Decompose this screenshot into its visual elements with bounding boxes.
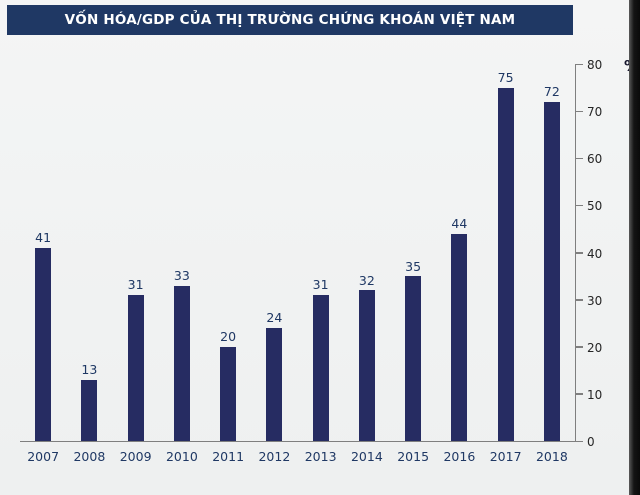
y-tick-mark — [575, 299, 583, 301]
bar — [451, 233, 468, 441]
bar-value-label: 31 — [127, 277, 144, 293]
y-tick-mark — [575, 157, 583, 160]
y-tick-mark — [575, 63, 583, 65]
x-tick-label: 2014 — [350, 449, 383, 464]
x-tick-label: 2010 — [165, 449, 198, 464]
x-tick-label: 2013 — [304, 449, 337, 464]
right-border-strip — [629, 0, 640, 495]
y-tick-mark — [575, 440, 583, 442]
bar-group-2017: 75 — [483, 64, 529, 441]
bar-value-label: 20 — [220, 329, 237, 345]
x-tick-label: 2008 — [73, 449, 106, 464]
bar-group-2015: 35 — [390, 64, 436, 441]
bar — [405, 276, 422, 441]
bar-value-label: 41 — [35, 230, 52, 246]
bar-group-2012: 24 — [251, 64, 297, 441]
plot-area: 41 13 31 33 20 24 31 32 35 44 75 72 0 10 20 30 40 50 60 70… — [20, 59, 639, 448]
bar-group-2011: 20 — [205, 64, 251, 441]
y-tick-label: 50 — [587, 199, 603, 214]
x-tick-label: 2012 — [258, 449, 291, 464]
bar-value-label: 33 — [173, 268, 190, 283]
bar — [220, 346, 237, 441]
x-tick-label: 2016 — [443, 449, 476, 464]
y-tick-label: 70 — [587, 105, 603, 120]
bar-value-label: 13 — [81, 362, 98, 378]
y-tick-mark — [575, 393, 583, 395]
bar-group-2018: 72 — [529, 64, 575, 441]
bar — [35, 247, 52, 441]
y-tick-label: 20 — [587, 340, 603, 355]
y-tick-label: 10 — [587, 387, 603, 402]
bar-value-label: 75 — [497, 70, 514, 86]
bar-value-label: 44 — [451, 216, 468, 232]
y-tick-label: 60 — [587, 152, 603, 167]
x-tick-label: 2017 — [489, 449, 522, 464]
x-tick-label: 2007 — [27, 449, 60, 464]
bar-group-2013: 31 — [298, 64, 344, 441]
bar — [312, 294, 329, 441]
bar-group-2010: 33 — [159, 64, 205, 441]
bar — [497, 87, 514, 441]
bar — [543, 101, 560, 441]
x-tick-label: 2018 — [535, 449, 568, 464]
y-tick-label: 30 — [587, 293, 603, 308]
y-tick-label: 40 — [587, 246, 603, 261]
bar-value-label: 35 — [405, 258, 422, 274]
bar — [173, 285, 190, 441]
bar — [358, 290, 375, 441]
bar — [266, 327, 283, 441]
bar-value-label: 72 — [543, 84, 560, 100]
chart-title: VỐN HÓA/GDP CỦA THỊ TRƯỜNG CHỨNG KHOÁN V… — [64, 12, 516, 28]
chart-title-bar: VỐN HÓA/GDP CỦA THỊ TRƯỜNG CHỨNG KHOÁN V… — [7, 5, 573, 35]
x-axis-labels: 2007 2008 2009 2010 2011 2012 2013 2014 2015 2016… — [20, 449, 575, 464]
bar-group-2009: 31 — [113, 64, 159, 441]
y-tick-mark — [575, 110, 583, 113]
bar-value-label: 24 — [266, 310, 283, 326]
bar-value-label: 32 — [358, 272, 375, 288]
bar-group-2014: 32 — [344, 64, 390, 441]
bar — [81, 379, 98, 441]
bar-value-label: 31 — [312, 277, 329, 293]
bar-group-2007: 41 — [20, 64, 66, 441]
y-tick-mark — [575, 204, 583, 207]
x-tick-label: 2015 — [397, 449, 430, 464]
x-tick-label: 2009 — [119, 449, 152, 464]
bar — [127, 294, 144, 441]
x-tick-label: 2011 — [212, 449, 245, 464]
y-tick-label: 0 — [587, 435, 595, 449]
y-tick-mark — [575, 252, 583, 254]
bar-series: 41 13 31 33 20 24 31 32 35 44 75 72 — [20, 64, 575, 441]
bar-group-2016: 44 — [436, 64, 482, 441]
y-tick-mark — [575, 346, 583, 348]
y-tick-label: 80 — [587, 58, 603, 72]
bar-group-2008: 13 — [66, 64, 112, 441]
